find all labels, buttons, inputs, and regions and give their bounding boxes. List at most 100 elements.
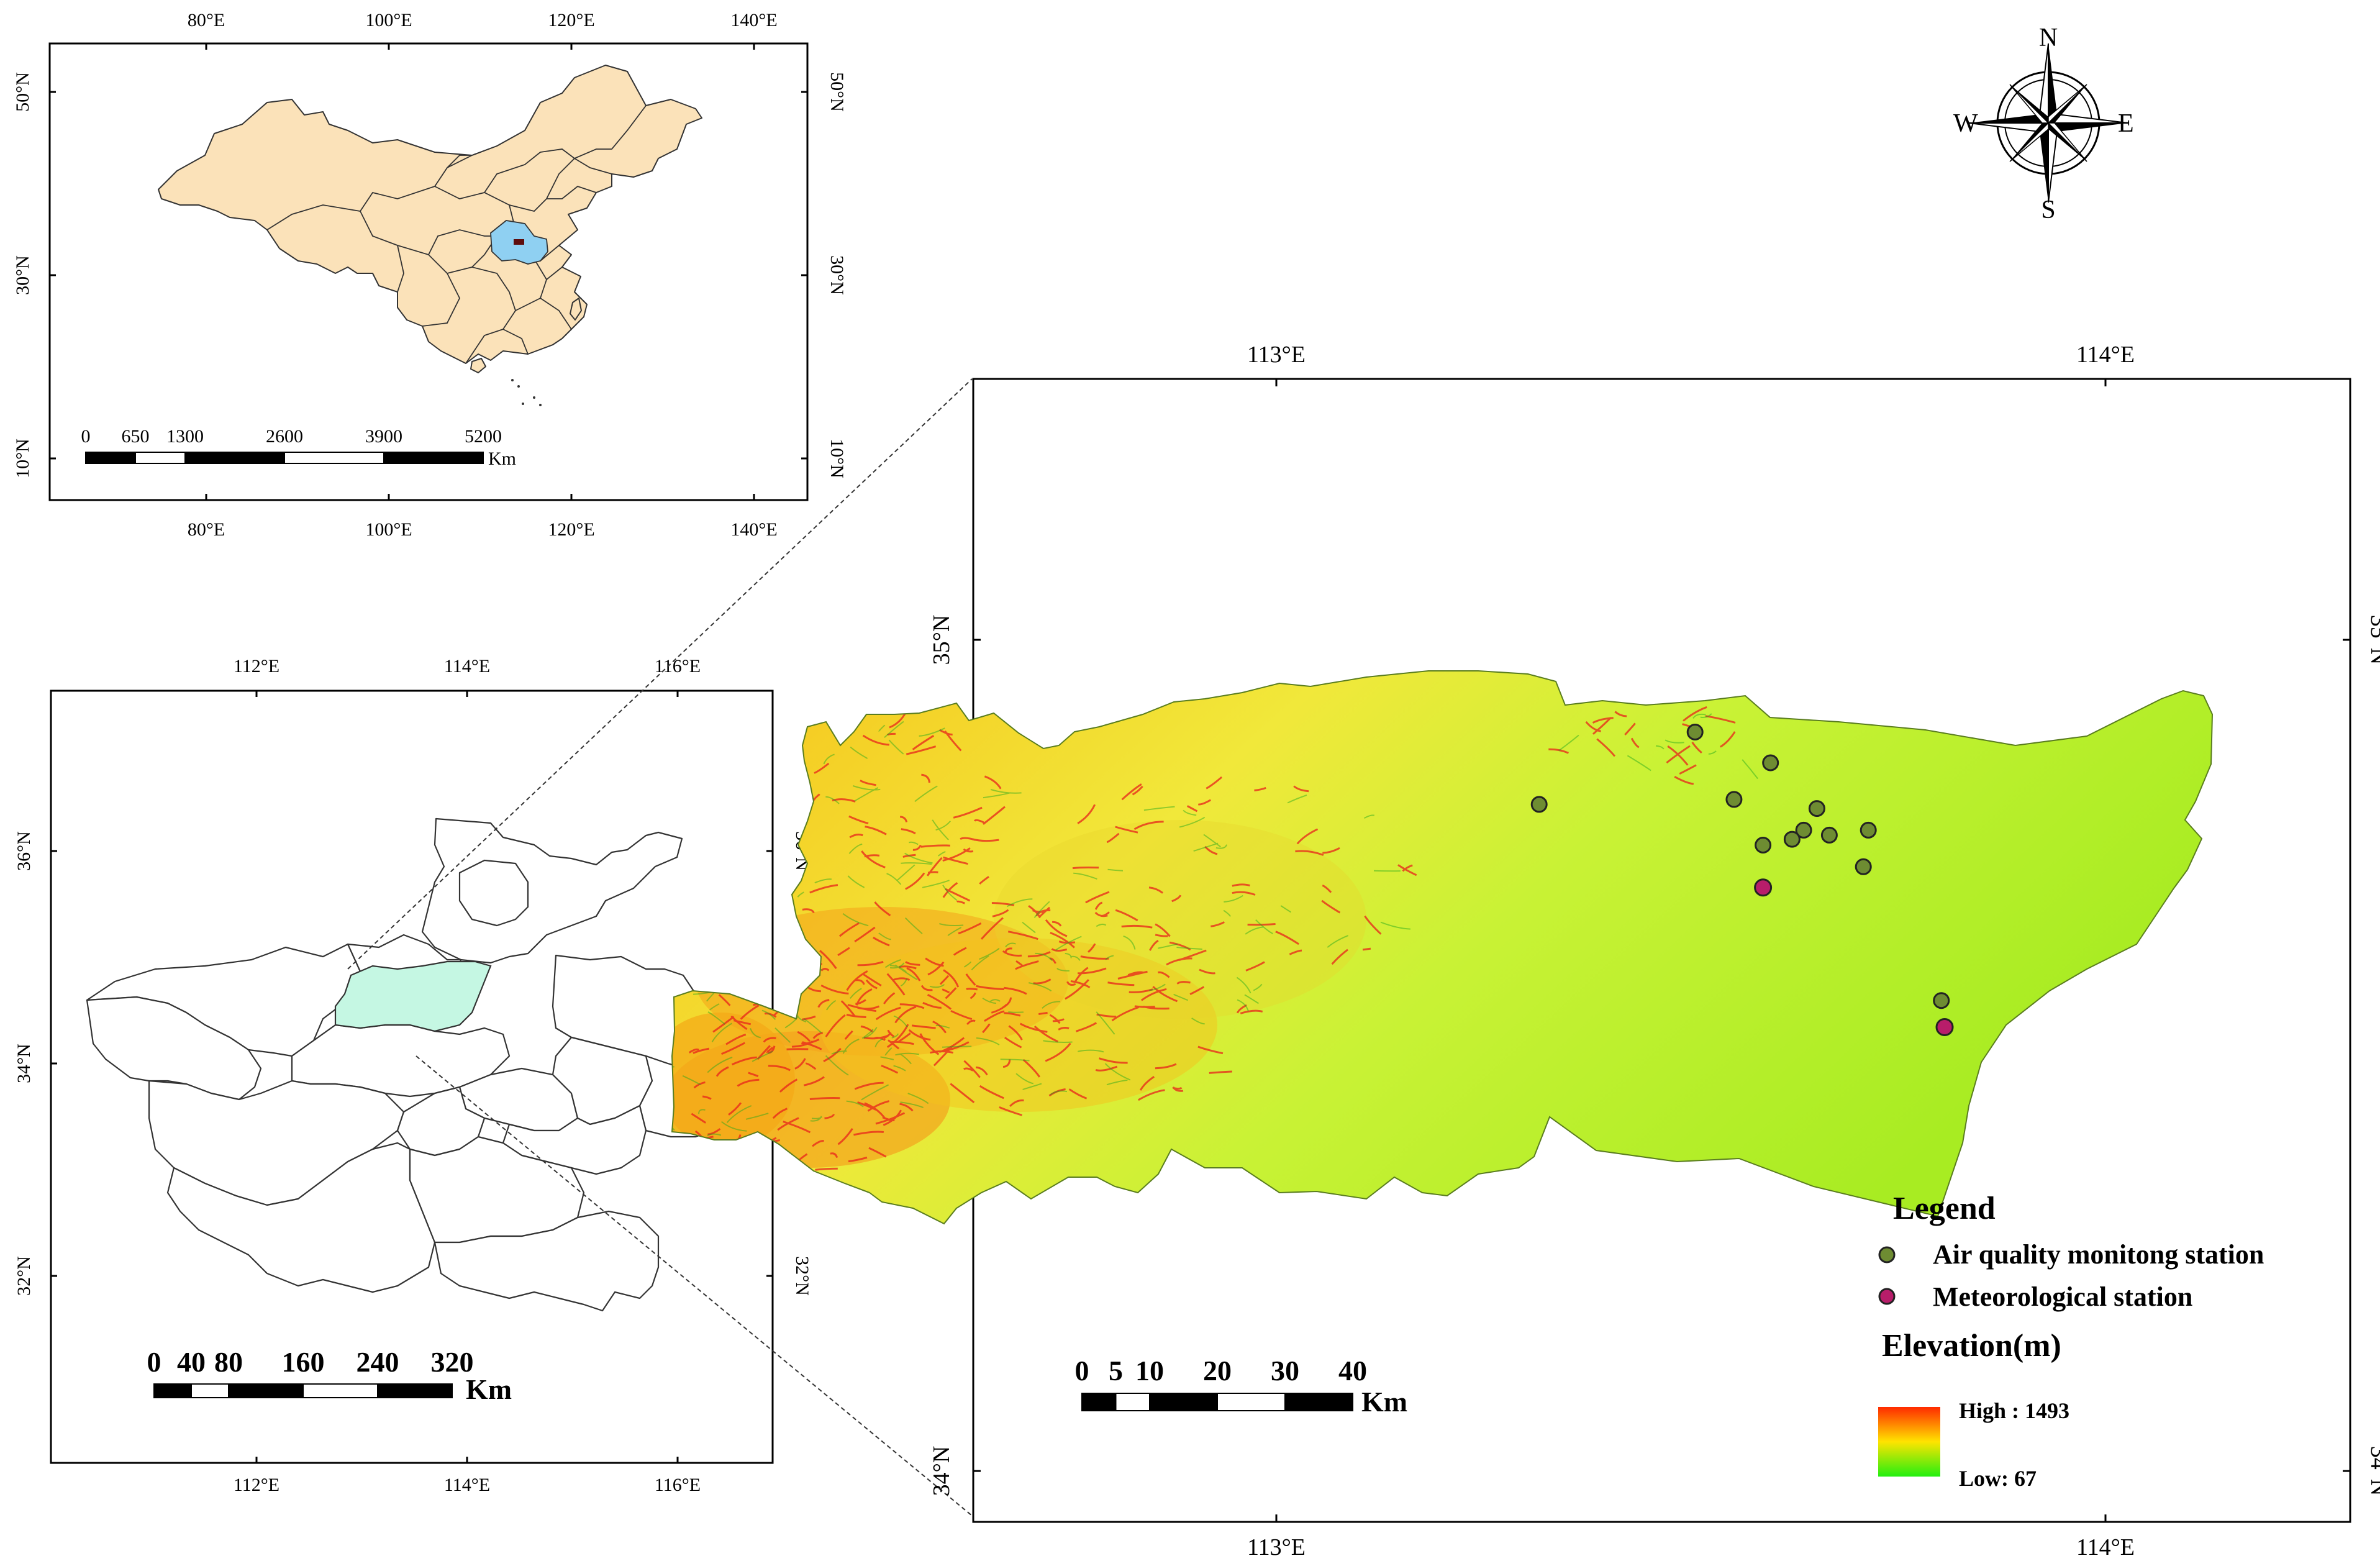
terrain-ridge bbox=[912, 735, 935, 750]
lat-label: 10°N bbox=[12, 439, 33, 478]
china-map-frame bbox=[48, 42, 809, 501]
terrain-ridge bbox=[893, 1015, 908, 1027]
terrain-ridge bbox=[820, 984, 849, 995]
air-quality-station-marker bbox=[1933, 992, 1950, 1009]
terrain-ridge bbox=[774, 911, 793, 920]
terrain-ridge bbox=[1627, 755, 1651, 772]
terrain-ridge bbox=[1033, 901, 1050, 918]
terrain-ridge bbox=[878, 724, 886, 732]
terrain-ridge bbox=[793, 964, 823, 971]
terrain-ridge bbox=[1720, 731, 1736, 748]
terrain-ridge bbox=[904, 852, 933, 864]
terrain-ridge bbox=[693, 1081, 706, 1089]
terrain-ridge bbox=[740, 1004, 760, 1020]
terrain-ridge bbox=[942, 988, 950, 994]
terrain-ridge bbox=[1667, 745, 1689, 766]
terrain-ridge bbox=[1197, 799, 1212, 806]
terrain-ridge bbox=[1224, 895, 1243, 903]
terrain-ridge bbox=[942, 1037, 965, 1052]
terrain-ridge bbox=[1138, 1089, 1165, 1101]
terrain-ridge bbox=[861, 1084, 889, 1101]
terrain-ridge bbox=[953, 947, 967, 956]
terrain-ridge bbox=[1088, 943, 1096, 953]
terrain-ridge bbox=[1295, 850, 1324, 856]
terrain-ridge bbox=[849, 834, 863, 839]
terrain-ridge bbox=[1015, 960, 1039, 970]
terrain-ridge bbox=[1105, 955, 1114, 960]
terrain-ridge bbox=[963, 848, 974, 853]
terrain-ridge bbox=[976, 1037, 1000, 1045]
terrain-ridge bbox=[1155, 923, 1171, 937]
scale-number: 5200 bbox=[465, 426, 502, 447]
terrain-ridge bbox=[865, 979, 878, 990]
terrain-ridge bbox=[925, 957, 944, 967]
terrain-ridge bbox=[982, 1023, 991, 1034]
terrain-ridge bbox=[691, 1113, 707, 1124]
terrain-ridge bbox=[880, 1056, 894, 1060]
terrain-ridge bbox=[963, 1060, 981, 1078]
scale-number: 5 bbox=[1109, 1355, 1123, 1386]
terrain-ridge bbox=[1139, 1075, 1155, 1091]
terrain-ridge bbox=[979, 876, 989, 885]
scale-number: 30 bbox=[1271, 1355, 1299, 1386]
terrain-ridge bbox=[886, 1024, 909, 1048]
terrain-ridge bbox=[889, 965, 907, 973]
terrain-ridge bbox=[888, 739, 904, 755]
lat-label: 36°N bbox=[14, 831, 34, 871]
terrain-ridge bbox=[776, 978, 804, 993]
terrain-ridge bbox=[1121, 783, 1142, 801]
terrain-ridge bbox=[702, 1095, 712, 1100]
terrain-ridge bbox=[1158, 943, 1178, 949]
henan-north-cities bbox=[421, 817, 683, 964]
terrain-ridge bbox=[972, 838, 999, 842]
terrain-ridge bbox=[1592, 717, 1612, 735]
terrain-ridge bbox=[1042, 1001, 1061, 1009]
lon-label: 100°E bbox=[365, 519, 412, 540]
terrain-ridge bbox=[688, 1048, 700, 1054]
terrain-ridge bbox=[1172, 1086, 1184, 1092]
terrain-ridge bbox=[1624, 722, 1636, 735]
terrain-ridge bbox=[826, 999, 837, 1011]
terrain-ridge bbox=[855, 999, 866, 1005]
terrain-ridge bbox=[942, 885, 958, 901]
compass-east: E bbox=[2118, 109, 2134, 138]
scale-segment bbox=[1081, 1393, 1117, 1411]
lon-label: 112°E bbox=[234, 1475, 279, 1495]
lon-label: 140°E bbox=[730, 10, 777, 30]
terrain-ridge bbox=[756, 1045, 771, 1060]
terrain-ridge bbox=[900, 1101, 924, 1108]
terrain-ridge bbox=[1050, 1090, 1068, 1096]
terrain-ridge bbox=[920, 985, 933, 991]
terrain-ridge bbox=[1096, 1013, 1117, 1018]
lat-label: 32°N bbox=[792, 1256, 812, 1296]
terrain-ridge bbox=[901, 828, 916, 835]
terrain-ridge bbox=[905, 872, 925, 890]
terrain-ridge bbox=[939, 922, 964, 927]
terrain-ridge bbox=[727, 916, 747, 929]
terrain-ridge bbox=[825, 1014, 846, 1037]
scale-segment bbox=[1115, 1393, 1150, 1411]
air-quality-station-marker bbox=[1808, 800, 1825, 817]
terrain-ridge bbox=[854, 787, 879, 802]
lon-label: 114°E bbox=[444, 656, 490, 676]
terrain-ridge bbox=[1143, 806, 1175, 811]
terrain-ridge bbox=[921, 773, 930, 783]
terrain-ridge bbox=[766, 1047, 774, 1053]
terrain-ridge bbox=[1191, 1017, 1205, 1025]
meteorological-stations bbox=[1754, 878, 1954, 1036]
lon-label: 100°E bbox=[365, 10, 412, 30]
lon-label: 113°E bbox=[1247, 1534, 1306, 1560]
terrain-ridge bbox=[838, 922, 860, 937]
scale-segment bbox=[228, 1383, 304, 1398]
china-lon-labels-bottom: 80°E 100°E 120°E 140°E bbox=[188, 494, 778, 540]
terrain-ridge bbox=[728, 944, 742, 957]
terrain-ridge bbox=[1134, 1005, 1155, 1008]
terrain-ridge bbox=[990, 789, 1022, 794]
terrain-ridge bbox=[945, 987, 957, 999]
terrain-ridge bbox=[797, 891, 804, 898]
scale-number: 0 bbox=[147, 1346, 161, 1378]
terrain-ridge bbox=[1000, 1058, 1030, 1062]
terrain-ridge bbox=[920, 844, 950, 848]
